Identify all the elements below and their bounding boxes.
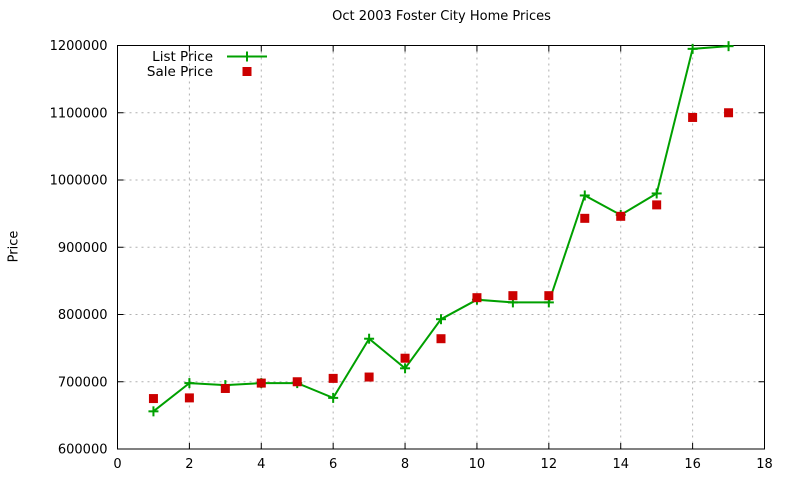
list-price-line-sample-icon <box>227 49 267 64</box>
legend-sample-glyph <box>242 67 252 76</box>
sale-price-marker <box>292 377 302 387</box>
legend-square-glyph <box>242 67 252 76</box>
y-tick-label: 800000 <box>58 308 108 323</box>
x-tick-label: 4 <box>257 457 265 472</box>
sale-price-marker <box>724 108 734 118</box>
legend-label-list-price: List Price <box>152 48 213 65</box>
chart-title: Oct 2003 Foster City Home Prices <box>332 9 551 24</box>
x-tick-label: 10 <box>469 457 486 472</box>
legend-sample-glyph <box>227 51 267 62</box>
x-tick-label: 18 <box>756 457 773 472</box>
sale-price-marker <box>436 334 446 344</box>
legend-item-list-price: List Price <box>93 48 267 65</box>
y-tick-label: 700000 <box>58 375 108 390</box>
y-tick-label: 900000 <box>58 241 108 256</box>
legend-item-sale-price: Sale Price <box>93 63 267 80</box>
sale-price-marker <box>328 373 338 383</box>
sale-price-marker <box>256 378 266 388</box>
sale-price-marker <box>184 393 194 403</box>
sale-price-marker <box>580 213 590 223</box>
sale-price-marker <box>472 293 482 303</box>
y-tick-label: 600000 <box>58 443 108 458</box>
x-tick-label: 16 <box>684 457 701 472</box>
sale-price-marker <box>508 291 518 301</box>
y-axis-label: Price <box>6 230 22 263</box>
sale-price-marker <box>220 383 230 393</box>
legend: List Price Sale Price <box>93 48 267 80</box>
y-tick-label: 1100000 <box>50 106 108 121</box>
legend-label-sale-price: Sale Price <box>146 63 213 80</box>
sale-price-marker <box>544 291 554 301</box>
list-price-line <box>152 45 729 413</box>
x-tick-label: 12 <box>541 457 558 472</box>
y-tick-label: 1200000 <box>50 39 108 54</box>
x-tick-label: 0 <box>113 457 121 472</box>
y-tick-label: 1000000 <box>50 174 108 189</box>
x-tick-label: 6 <box>329 457 337 472</box>
x-tick-label: 2 <box>185 457 193 472</box>
x-tick-label: 14 <box>612 457 629 472</box>
sale-price-square-sample-icon <box>227 64 267 79</box>
sale-price-marker <box>400 353 410 363</box>
sale-price-marker <box>364 372 374 382</box>
sale-price-marker <box>652 200 662 210</box>
sale-price-marker <box>688 112 698 122</box>
sale-price-marker <box>148 394 158 404</box>
sale-price-marker <box>616 211 626 221</box>
x-tick-label: 8 <box>401 457 409 472</box>
